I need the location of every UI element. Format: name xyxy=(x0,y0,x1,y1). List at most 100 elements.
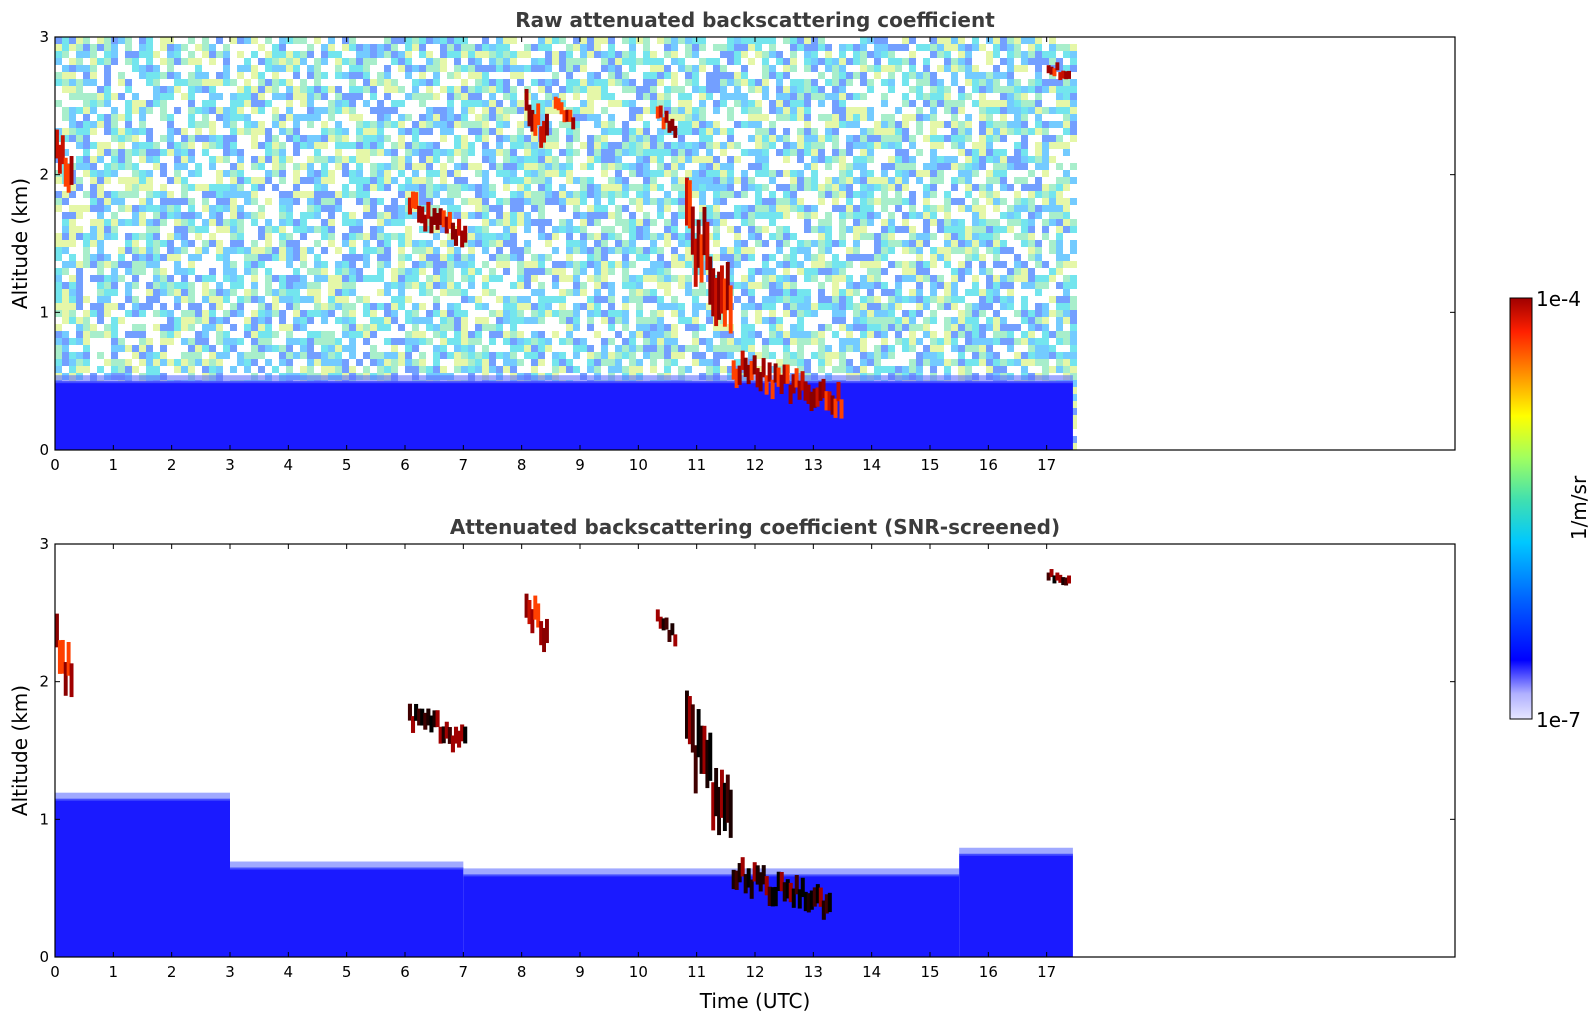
noise-cell xyxy=(216,303,223,310)
noise-cell xyxy=(181,275,188,282)
noise-cell xyxy=(496,254,503,261)
noise-cell xyxy=(216,51,223,58)
noise-cell xyxy=(748,121,755,128)
noise-cell xyxy=(496,142,503,149)
noise-cell xyxy=(517,191,524,198)
noise-cell xyxy=(643,317,650,324)
noise-cell xyxy=(433,324,440,331)
noise-cell xyxy=(55,79,62,86)
noise-cell xyxy=(223,114,230,121)
noise-cell xyxy=(293,275,300,282)
noise-cell xyxy=(356,191,363,198)
noise-cell xyxy=(426,149,433,156)
noise-cell xyxy=(398,142,405,149)
noise-cell xyxy=(622,72,629,79)
noise-cell xyxy=(713,226,720,233)
noise-cell xyxy=(524,142,531,149)
noise-cell xyxy=(391,121,398,128)
noise-cell xyxy=(510,107,517,114)
noise-cell xyxy=(83,247,90,254)
noise-cell xyxy=(328,212,335,219)
noise-cell xyxy=(293,191,300,198)
noise-cell xyxy=(104,219,111,226)
noise-cell xyxy=(104,100,111,107)
noise-cell xyxy=(251,100,258,107)
noise-cell xyxy=(755,310,762,317)
noise-cell xyxy=(608,247,615,254)
noise-cell xyxy=(860,359,867,366)
noise-cell xyxy=(832,310,839,317)
noise-cell xyxy=(769,205,776,212)
noise-cell xyxy=(538,86,545,93)
noise-cell xyxy=(545,142,552,149)
noise-cell xyxy=(251,219,258,226)
noise-cell xyxy=(804,79,811,86)
noise-cell xyxy=(384,247,391,254)
noise-cell xyxy=(412,135,419,142)
noise-cell xyxy=(412,366,419,373)
noise-cell xyxy=(293,72,300,79)
noise-cell xyxy=(566,219,573,226)
noise-cell xyxy=(125,205,132,212)
noise-cell xyxy=(482,289,489,296)
noise-cell xyxy=(412,177,419,184)
noise-cell xyxy=(818,191,825,198)
noise-cell xyxy=(223,44,230,51)
noise-cell xyxy=(867,219,874,226)
noise-cell xyxy=(783,198,790,205)
noise-cell xyxy=(839,149,846,156)
noise-cell xyxy=(510,331,517,338)
noise-cell xyxy=(426,247,433,254)
noise-cell xyxy=(209,51,216,58)
noise-cell xyxy=(153,93,160,100)
noise-cell xyxy=(643,44,650,51)
noise-cell xyxy=(531,79,538,86)
noise-cell xyxy=(874,282,881,289)
noise-cell xyxy=(286,51,293,58)
noise-cell xyxy=(356,177,363,184)
noise-cell xyxy=(398,86,405,93)
noise-cell xyxy=(853,317,860,324)
noise-cell xyxy=(202,331,209,338)
noise-cell xyxy=(489,107,496,114)
noise-cell xyxy=(685,100,692,107)
noise-cell xyxy=(846,58,853,65)
noise-cell xyxy=(545,51,552,58)
noise-cell xyxy=(216,282,223,289)
noise-cell xyxy=(517,156,524,163)
noise-cell xyxy=(664,191,671,198)
noise-cell xyxy=(881,51,888,58)
noise-cell xyxy=(657,37,664,44)
noise-cell xyxy=(405,282,412,289)
noise-cell xyxy=(265,170,272,177)
noise-cell xyxy=(510,135,517,142)
noise-cell xyxy=(188,240,195,247)
noise-cell xyxy=(601,310,608,317)
noise-cell xyxy=(559,226,566,233)
noise-cell xyxy=(748,58,755,65)
noise-cell xyxy=(475,226,482,233)
noise-cell xyxy=(321,317,328,324)
noise-cell xyxy=(258,352,265,359)
noise-cell xyxy=(629,233,636,240)
noise-cell xyxy=(587,212,594,219)
noise-cell xyxy=(405,366,412,373)
noise-cell xyxy=(426,275,433,282)
noise-cell xyxy=(867,359,874,366)
noise-cell xyxy=(720,352,727,359)
noise-cell xyxy=(447,310,454,317)
noise-cell xyxy=(594,86,601,93)
noise-cell xyxy=(454,163,461,170)
noise-cell xyxy=(503,296,510,303)
noise-cell xyxy=(69,317,76,324)
noise-cell xyxy=(307,44,314,51)
noise-cell xyxy=(468,198,475,205)
noise-cell xyxy=(461,121,468,128)
noise-cell xyxy=(846,247,853,254)
noise-cell xyxy=(321,191,328,198)
noise-cell xyxy=(174,268,181,275)
noise-cell xyxy=(566,149,573,156)
noise-cell xyxy=(762,114,769,121)
noise-cell xyxy=(377,366,384,373)
noise-cell xyxy=(475,338,482,345)
